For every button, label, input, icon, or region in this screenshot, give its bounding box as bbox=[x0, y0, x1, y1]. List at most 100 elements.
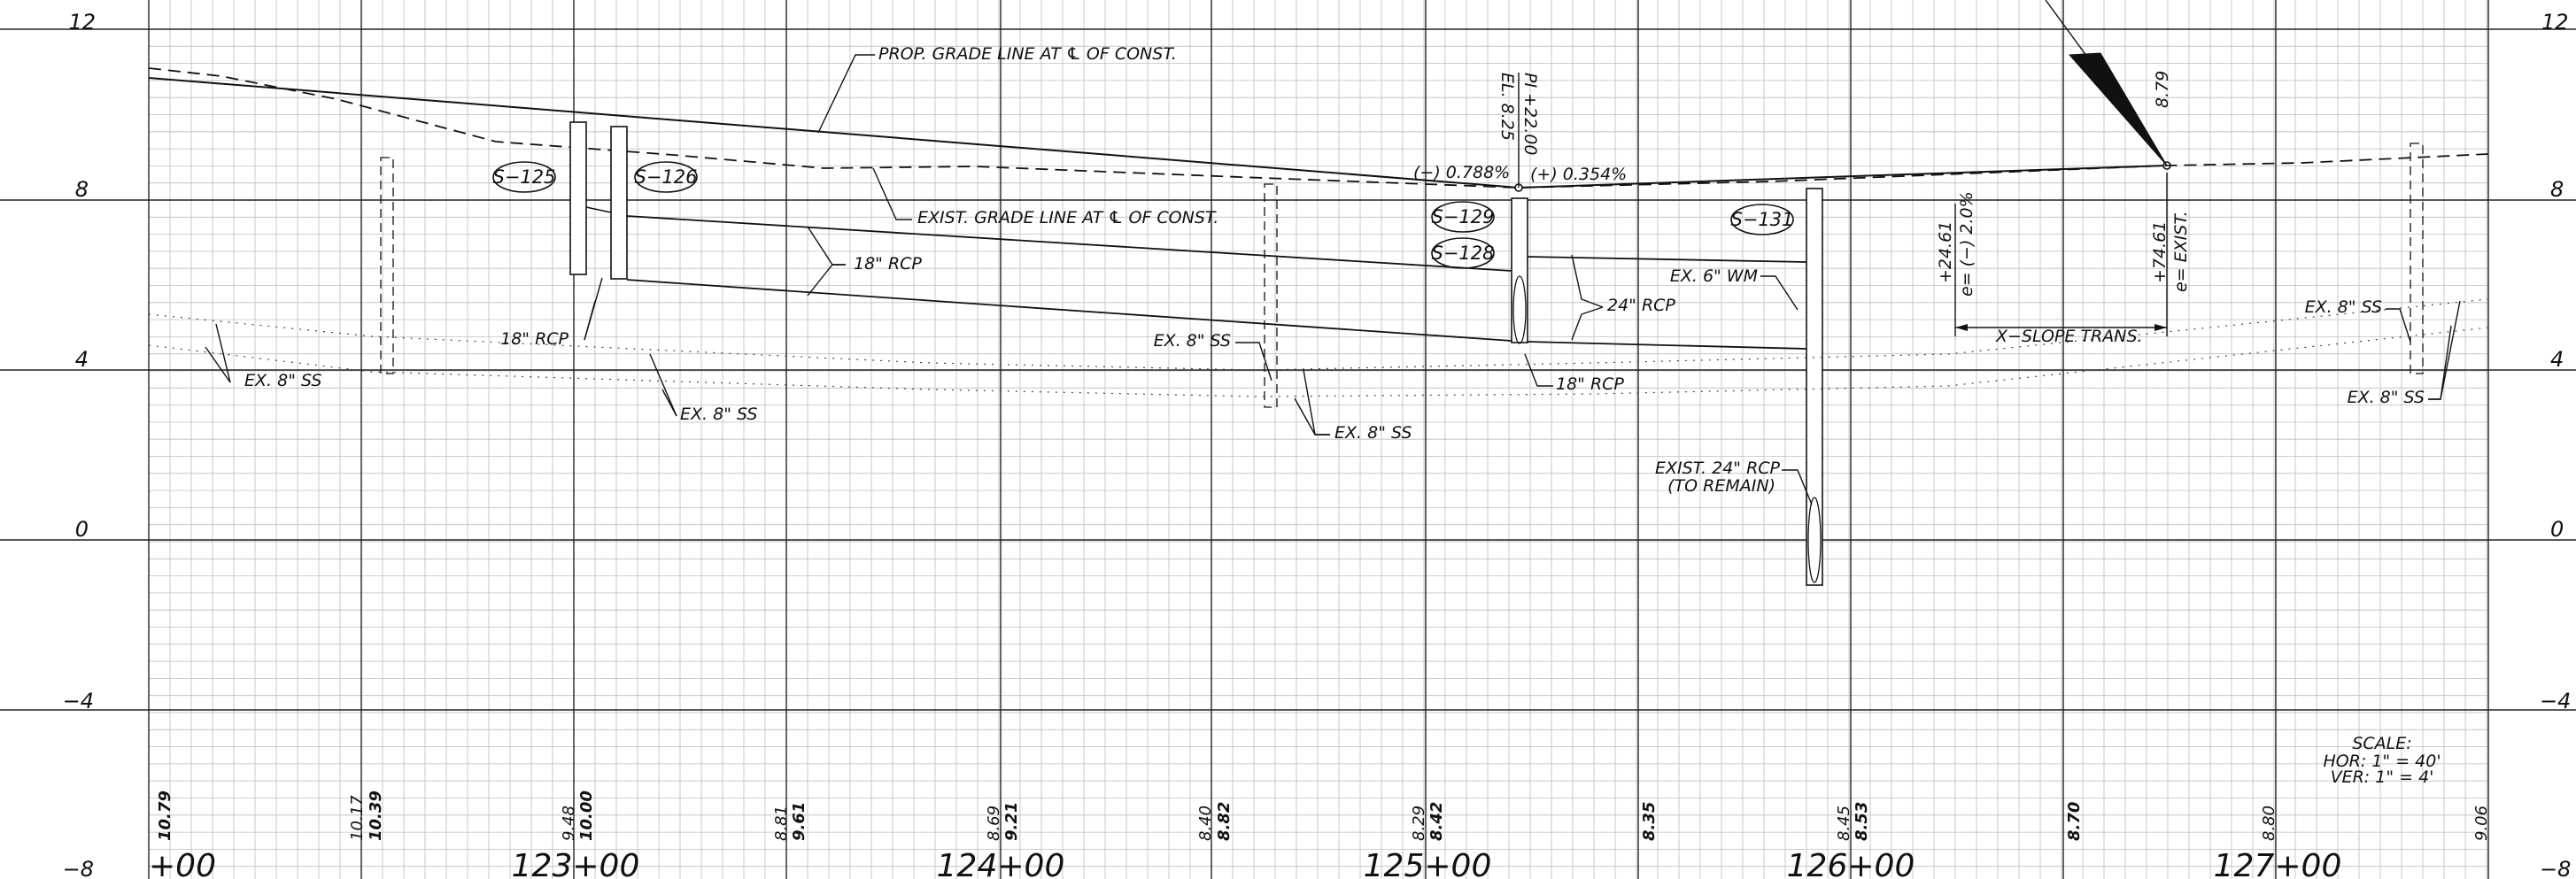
grade-arrow-leader bbox=[2045, 0, 2168, 166]
station-label: 124+00 bbox=[937, 848, 1065, 879]
minor-grid bbox=[148, 0, 2488, 879]
structure-label: S−128 bbox=[1431, 243, 1494, 264]
callout-leader bbox=[1524, 353, 1553, 387]
rcp24-callout: 24" RCP bbox=[1607, 296, 1675, 315]
pipe-callouts: 18" RCP 18" RCP 24" RCP 18" RCP EX. 8" S… bbox=[244, 254, 2425, 496]
rcp24-top bbox=[1527, 256, 1807, 263]
existing-elev: 8.80 bbox=[2260, 806, 2278, 841]
callout-leader bbox=[584, 300, 596, 341]
scale-vertical: VER: 1" = 4' bbox=[2331, 767, 2434, 787]
elev-label: −8 bbox=[63, 857, 94, 879]
superelev-rate-a: e= (−) 2.0% bbox=[1957, 191, 1976, 297]
structure-label: S−129 bbox=[1431, 206, 1494, 227]
proposed-grade-line bbox=[148, 77, 2168, 189]
existing-elev: 8.45 bbox=[1835, 806, 1853, 841]
proposed-elev: 9.61 bbox=[790, 802, 808, 841]
existing-structure-dashed bbox=[1264, 183, 1278, 408]
dimension-arrow bbox=[1955, 324, 1968, 331]
scale-horizontal: HOR: 1" = 40' bbox=[2323, 752, 2441, 771]
prop-grade-line-note: PROP. GRADE LINE AT ℄ OF CONST. bbox=[878, 44, 1177, 64]
structure-label: S−131 bbox=[1730, 209, 1793, 230]
proposed-elev: 8.82 bbox=[1215, 802, 1234, 841]
existing-elev: 8.81 bbox=[772, 806, 791, 841]
bottom-elevation-readouts: 10.79 10.17 10.39 9.48 10.00 8.81 9.61 8… bbox=[156, 790, 2491, 841]
existing-elev: 8.29 bbox=[1410, 806, 1428, 841]
callout-leader bbox=[2428, 325, 2452, 400]
existing-structure-dashed bbox=[380, 157, 394, 374]
ex-ss-callout: EX. 8" SS bbox=[680, 405, 757, 424]
callout-leader bbox=[649, 353, 677, 417]
callout-leader bbox=[1235, 342, 1273, 382]
structure-s126-box bbox=[610, 126, 628, 280]
superelev-station-b: +74.61 bbox=[2150, 221, 2170, 283]
station-label: +00 bbox=[149, 848, 216, 879]
elev-label: 0 bbox=[75, 517, 89, 542]
left-elevation-axis: 12 8 4 0 −4 −8 bbox=[63, 10, 96, 879]
pipe-end-ellipse bbox=[1807, 497, 1822, 583]
superelevation-notes: +24.61 e= (−) 2.0% +74.61 e= EXIST. X−SL… bbox=[1936, 191, 2191, 346]
structure-tag-s131: S−131 bbox=[1730, 204, 1794, 235]
structure-label: S−126 bbox=[634, 166, 697, 188]
proposed-elev: 10.79 bbox=[156, 790, 174, 841]
station-axis: +00 123+00 124+00 125+00 126+00 127+00 bbox=[149, 848, 2341, 879]
station-label: 127+00 bbox=[2214, 848, 2342, 879]
structure-tag-s128: S−128 bbox=[1431, 237, 1495, 269]
callout-leader bbox=[215, 323, 231, 383]
elev-label: −4 bbox=[2540, 689, 2571, 713]
exist-grade-line-note: EXIST. GRADE LINE AT ℄ OF CONST. bbox=[917, 208, 1218, 227]
callout-leader bbox=[1303, 369, 1330, 436]
station-label: 126+00 bbox=[1787, 848, 1915, 879]
pi-station-note: PI +22.00 bbox=[1520, 73, 1540, 155]
elev-label: 8 bbox=[75, 177, 89, 202]
pipe-end-ellipse bbox=[1512, 275, 1527, 344]
proposed-elev: 8.70 bbox=[2065, 802, 2084, 841]
structure-tag-s125: S−125 bbox=[492, 161, 556, 193]
ex-ss-callout: EX. 8" SS bbox=[1334, 423, 1412, 443]
callout-leader bbox=[807, 226, 846, 266]
superelev-rate-b: e= EXIST. bbox=[2171, 211, 2191, 292]
station-label: 123+00 bbox=[512, 848, 640, 879]
grade-in-note: (−) 0.788% bbox=[1413, 163, 1510, 182]
superelev-station-a: +24.61 bbox=[1936, 221, 1955, 283]
callout-leader bbox=[1571, 254, 1604, 308]
elev-label: −8 bbox=[2540, 857, 2571, 879]
dimension-arrow bbox=[2154, 324, 2167, 331]
callout-leader bbox=[205, 346, 231, 383]
scale-title: SCALE: bbox=[2352, 734, 2411, 753]
callout-leader bbox=[807, 264, 846, 297]
existing-elev: 8.40 bbox=[1196, 806, 1215, 841]
callout-leader bbox=[872, 167, 912, 220]
elev-label: 0 bbox=[2550, 517, 2564, 542]
grade-out-note: (+) 0.354% bbox=[1530, 165, 1627, 184]
proposed-elev: 10.39 bbox=[367, 790, 385, 841]
scale-note: SCALE: HOR: 1" = 40' VER: 1" = 4' bbox=[2323, 734, 2441, 787]
rcp18-callout-a: 18" RCP bbox=[854, 254, 922, 274]
elev-label: −4 bbox=[63, 689, 94, 713]
rcp18-callout-b: 18" RCP bbox=[500, 329, 569, 349]
proposed-elev: 8.42 bbox=[1427, 802, 1446, 841]
pi-elevation-note: EL. 8.25 bbox=[1497, 73, 1517, 141]
station-label: 125+00 bbox=[1364, 848, 1492, 879]
callout-leader bbox=[2386, 308, 2411, 343]
existing-elev: 10.17 bbox=[348, 795, 367, 841]
right-elevation-axis: 12 8 4 0 −4 −8 bbox=[2540, 10, 2571, 879]
sanitary-sewer-line bbox=[148, 298, 2489, 371]
rcp-top-line bbox=[626, 215, 1512, 272]
xslope-trans-note: X−SLOPE TRANS. bbox=[1995, 327, 2143, 346]
rcp-bottom-line bbox=[626, 279, 1512, 342]
elev-label: 4 bbox=[75, 347, 89, 372]
rcp-connector bbox=[585, 206, 612, 213]
sanitary-sewer-line bbox=[148, 327, 2489, 397]
exist-rcp-callout: (TO REMAIN) bbox=[1667, 476, 1775, 496]
ex-ss-callout: EX. 8" SS bbox=[244, 371, 321, 390]
ex-ss-callout: EX. 8" SS bbox=[1154, 331, 1231, 351]
proposed-elev: 8.53 bbox=[1853, 802, 1871, 841]
callout-leader bbox=[1760, 275, 1799, 311]
rcp24-bottom bbox=[1527, 341, 1807, 350]
structure-tag-s129: S−129 bbox=[1431, 201, 1495, 233]
ex-ss-callout: EX. 8" SS bbox=[2305, 297, 2382, 317]
elev-label: 8 bbox=[2550, 177, 2564, 202]
rcp18-callout-c: 18" RCP bbox=[1556, 374, 1624, 394]
existing-structure-dashed bbox=[2410, 143, 2424, 374]
